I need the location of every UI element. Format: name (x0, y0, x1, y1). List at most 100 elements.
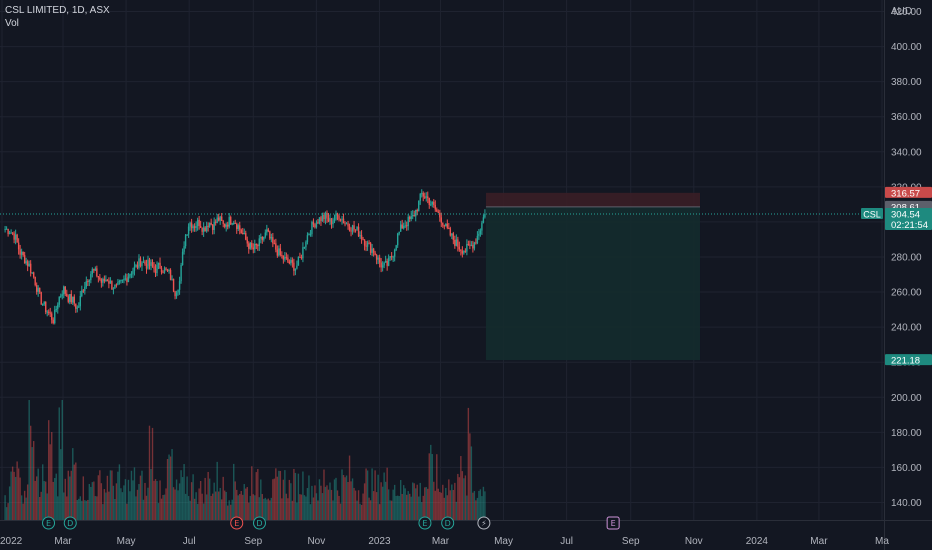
volume-bar (404, 488, 406, 520)
candle-body (38, 287, 41, 293)
candle-body (198, 219, 200, 226)
volume-bar (45, 481, 47, 520)
candle-body (365, 245, 367, 247)
candle-body (60, 295, 62, 297)
candle-body (472, 244, 474, 249)
volume-bar (374, 470, 376, 520)
candle-body (180, 264, 182, 282)
volume-bar (57, 496, 59, 520)
candle-body (330, 218, 333, 225)
candle-body (187, 226, 190, 235)
price-tick-label: 160.00 (891, 463, 922, 474)
volume-bar (329, 482, 331, 520)
candle-body (324, 212, 327, 220)
target-price-label: 221.18 (891, 356, 920, 367)
volume-bar (14, 476, 17, 520)
volume-bar (148, 425, 151, 520)
volume-bar (353, 487, 355, 520)
candle-body (279, 248, 282, 255)
candle-body (421, 193, 423, 195)
volume-bar (132, 480, 134, 520)
volume-bar (154, 479, 157, 520)
volume-bar (225, 491, 227, 520)
candle-body (284, 256, 286, 260)
stop-loss-zone (485, 192, 701, 207)
volume-bar (442, 484, 444, 520)
candle-body (136, 265, 139, 268)
volume-bar (195, 492, 197, 520)
candle-body (151, 262, 154, 267)
take-profit-zone (485, 206, 701, 361)
candle-body (342, 218, 345, 224)
volume-bar (365, 468, 367, 520)
price-tick-label: 280.00 (891, 252, 922, 263)
price-tick-label: 140.00 (891, 498, 922, 509)
candle-body (344, 223, 346, 225)
volume-bar (97, 475, 100, 520)
candle-body (375, 255, 378, 260)
volume-legend[interactable]: Vol (5, 18, 19, 29)
candle-body (32, 272, 35, 277)
candle-body (99, 277, 101, 280)
candle-body (348, 226, 351, 231)
volume-bar (273, 478, 276, 520)
event-marker (606, 516, 620, 530)
candle-body (129, 274, 131, 277)
candle-body (210, 222, 212, 225)
candle-body (72, 296, 74, 303)
time-tick-label: Ma (875, 536, 889, 547)
time-axis[interactable]: 2022 Mar May Jul Sep Nov 2023 Mar May Jul Sep Nov 20… (0, 520, 932, 548)
volume-bar (347, 482, 349, 520)
time-tick-label: May (117, 536, 136, 547)
volume-bar (130, 470, 133, 520)
volume-bar (234, 481, 236, 520)
candle-body (22, 251, 24, 256)
volume-bar (291, 500, 294, 520)
volume-bar (163, 494, 166, 520)
volume-bar (378, 504, 381, 520)
symbol-title[interactable]: CSL LIMITED, 1D, ASX (5, 5, 110, 16)
short-position-tool[interactable] (485, 192, 701, 361)
candle-body (466, 243, 468, 252)
volume-bar (133, 467, 136, 520)
volume-bar (156, 480, 158, 520)
volume-bar (220, 499, 223, 520)
volume-bar (94, 496, 97, 520)
volume-bar (281, 498, 283, 520)
candle-body (172, 278, 175, 292)
candle-body (186, 234, 188, 236)
volume-bar (276, 476, 279, 520)
volume-bar (141, 470, 143, 520)
candle-body (225, 224, 227, 227)
price-axis[interactable]: 420.00400.00380.00360.00340.00320.00300.… (884, 0, 923, 550)
volume-bar (171, 449, 173, 520)
candle-body (368, 242, 370, 244)
candle-body (305, 241, 307, 248)
candle-body (484, 213, 486, 218)
time-tick-label: Jul (560, 536, 573, 547)
volume-bar (270, 497, 273, 520)
candle-body (317, 222, 319, 224)
volume-bar (69, 476, 71, 520)
volume-bar (48, 420, 50, 520)
candle-body (138, 258, 140, 268)
volume-bar (55, 473, 57, 520)
candle-body (410, 216, 412, 219)
volume-bar (297, 473, 300, 520)
volume-bar (418, 496, 420, 520)
candle-body (192, 226, 194, 229)
price-tick-label: 400.00 (891, 42, 922, 53)
candle-body (332, 221, 334, 225)
price-tick-label: 420.00 (891, 7, 922, 18)
candle-body (87, 281, 89, 283)
volume-bar (413, 483, 415, 520)
candle-body (393, 249, 396, 257)
candle-body (126, 278, 128, 283)
volume-bar (472, 492, 474, 520)
candle-body (263, 236, 265, 240)
volume-bar (106, 475, 109, 520)
candle-body (237, 225, 239, 229)
volume-bar (243, 484, 245, 520)
volume-bar (368, 497, 370, 520)
